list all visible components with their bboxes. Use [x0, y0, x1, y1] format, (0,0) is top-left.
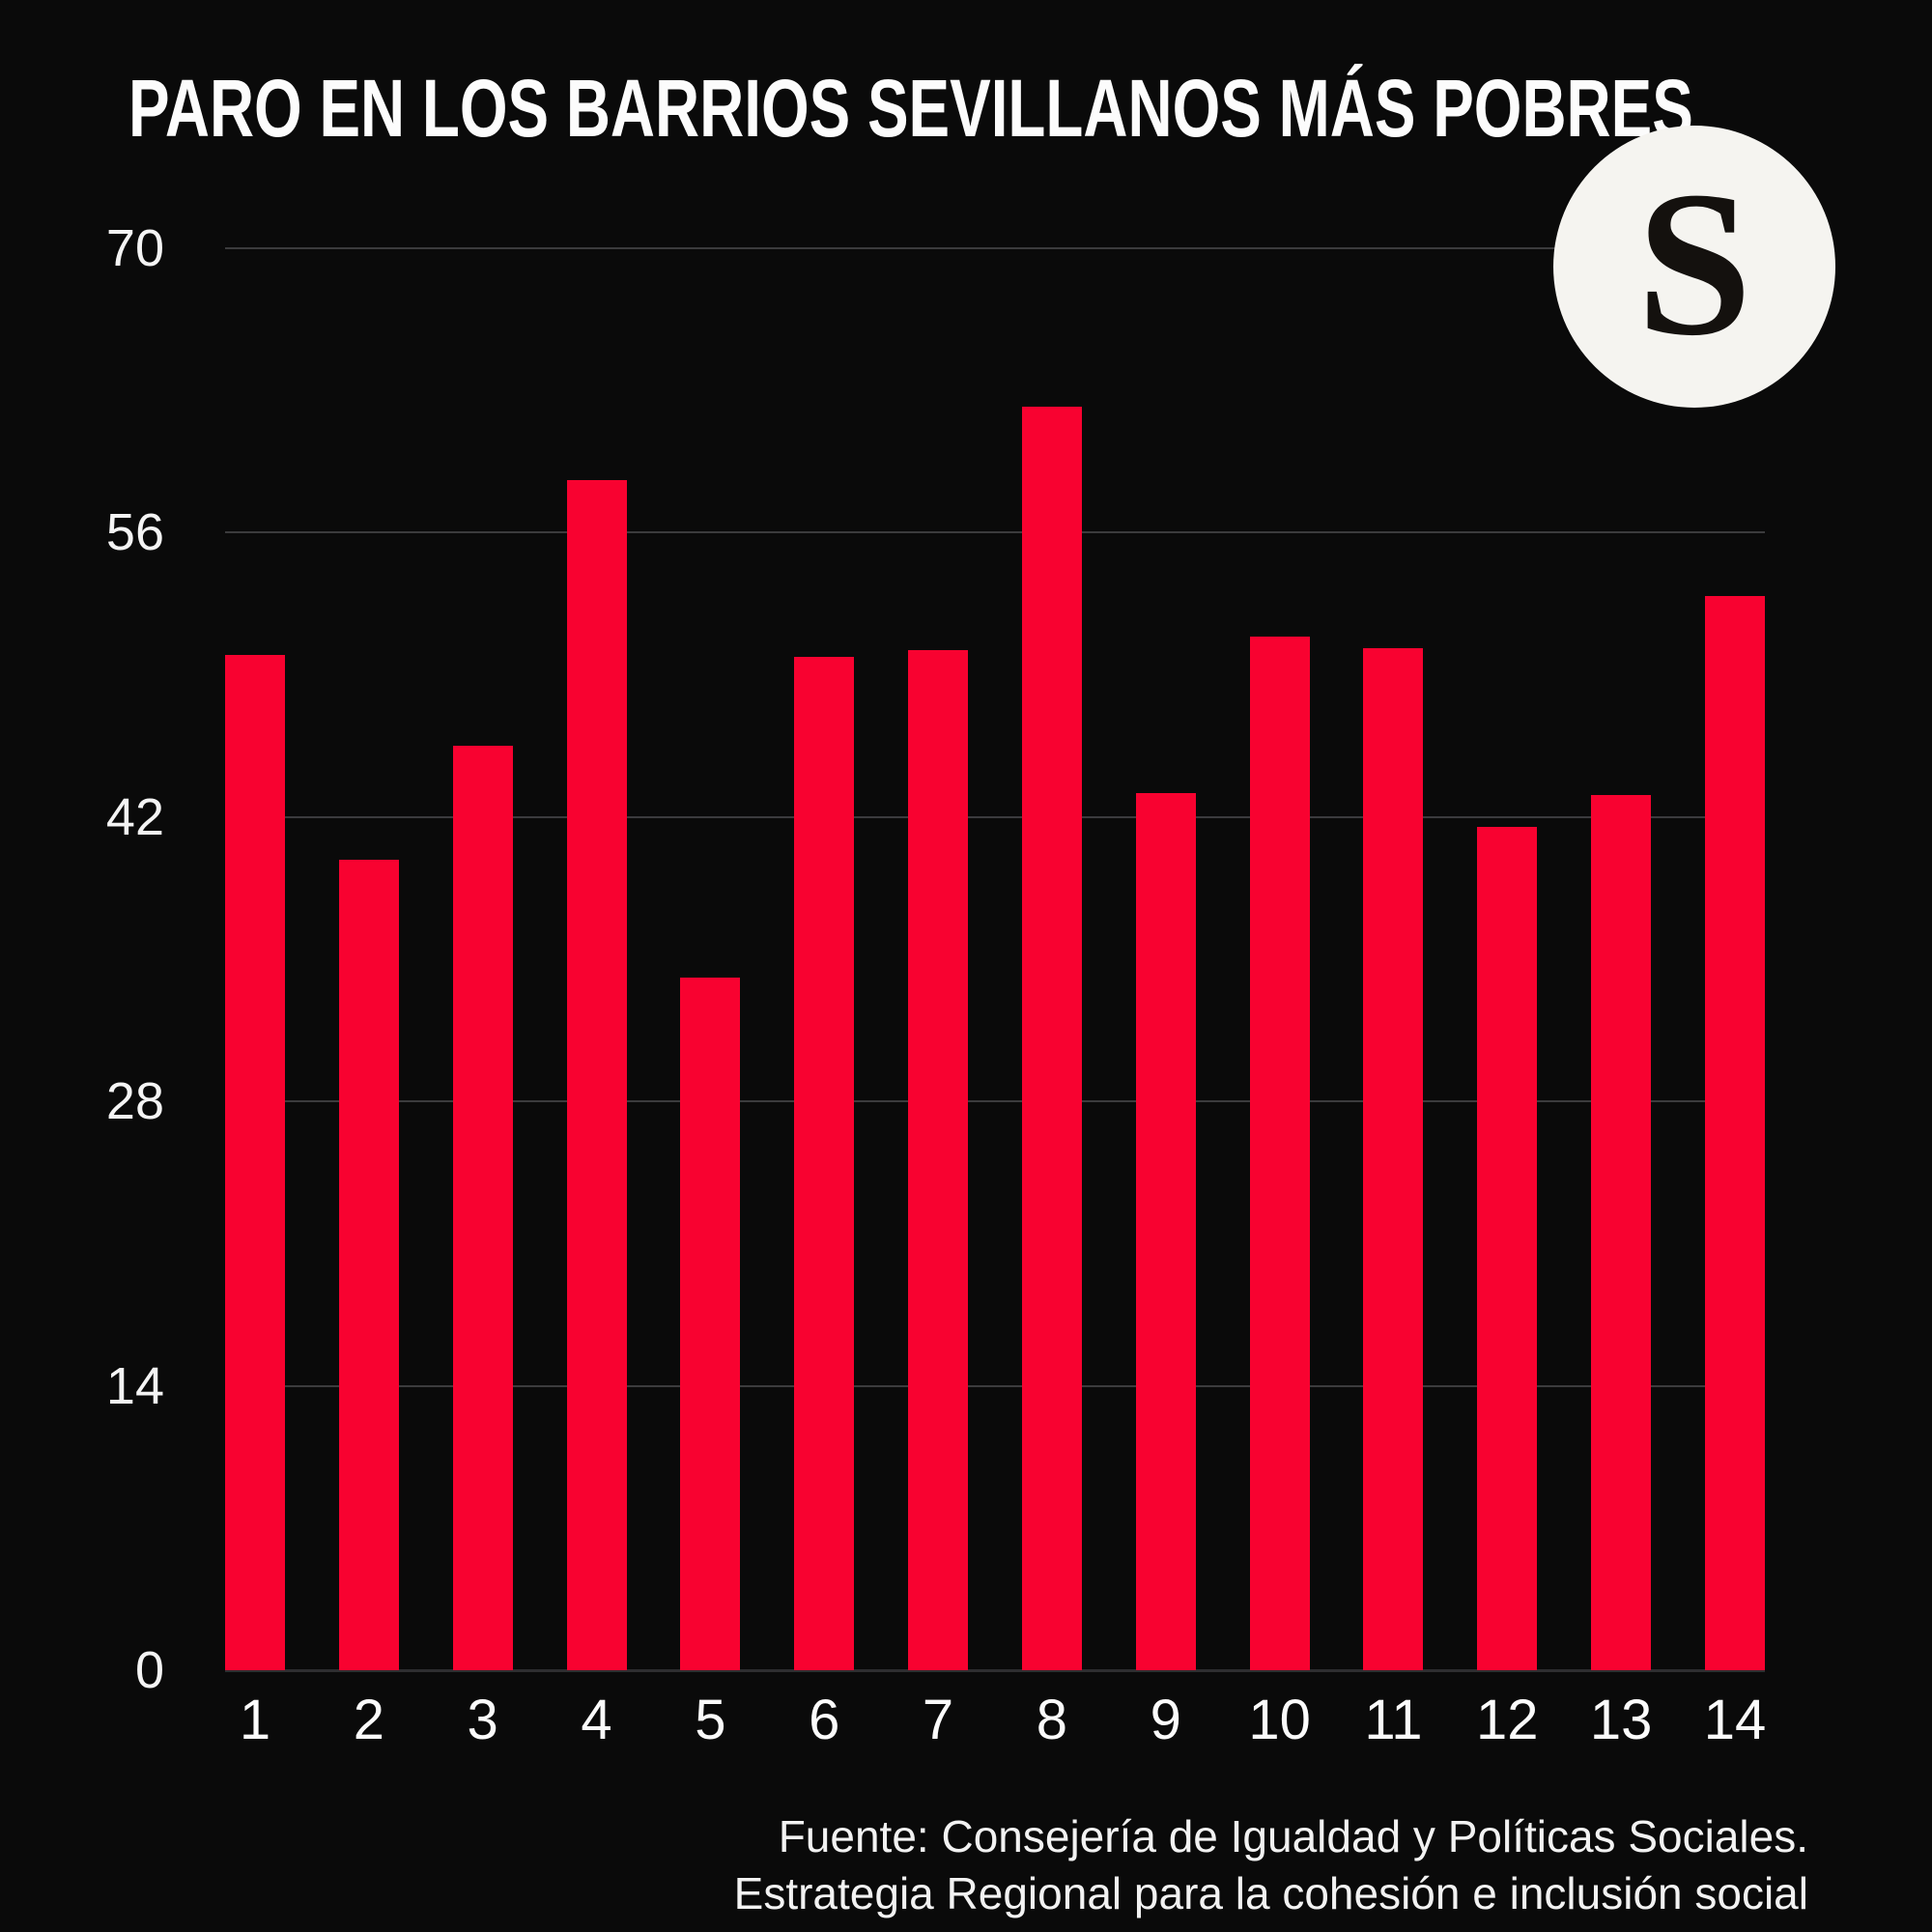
- x-axis-tick-label: 1: [239, 1689, 271, 1751]
- y-axis-tick-label: 28: [105, 1072, 164, 1131]
- bar-7: [908, 650, 969, 1670]
- y-axis-tick-label: 14: [105, 1356, 164, 1415]
- x-axis-tick-label: 4: [581, 1689, 612, 1751]
- x-axis-tick-label: 14: [1703, 1689, 1767, 1751]
- gridline-14: [225, 1384, 1765, 1387]
- x-axis-tick-label: 5: [695, 1689, 726, 1751]
- source-line-1: Fuente: Consejería de Igualdad y Polític…: [778, 1811, 1808, 1861]
- gridline-42: [225, 815, 1765, 818]
- x-axis-tick-label: 12: [1476, 1689, 1539, 1751]
- gridline-70: [225, 247, 1765, 249]
- bar-11: [1363, 648, 1424, 1670]
- x-axis-tick-label: 6: [809, 1689, 840, 1751]
- y-axis-tick-label: 0: [134, 1641, 164, 1699]
- bar-4: [566, 479, 627, 1670]
- bar-2: [338, 859, 399, 1670]
- x-axis-tick-label: 3: [467, 1689, 498, 1751]
- bar-8: [1021, 407, 1082, 1670]
- chart-title: PARO EN LOS BARRIOS SEVILLANOS MÁS POBRE…: [128, 63, 1693, 154]
- x-axis-tick-label: 2: [353, 1689, 384, 1751]
- brand-logo-letter: S: [1636, 147, 1752, 379]
- bar-10: [1249, 636, 1310, 1670]
- source-attribution: Fuente: Consejería de Igualdad y Polític…: [483, 1808, 1808, 1922]
- x-axis-tick-label: 13: [1589, 1689, 1653, 1751]
- bar-13: [1591, 794, 1652, 1670]
- gridline-28: [225, 1100, 1765, 1103]
- y-axis-tick-label: 42: [105, 787, 164, 846]
- bar-14: [1705, 595, 1765, 1670]
- bar-6: [794, 656, 855, 1670]
- bar-9: [1135, 792, 1196, 1670]
- source-line-2: Estrategia Regional para la cohesión e i…: [733, 1868, 1808, 1918]
- brand-logo: S: [1553, 126, 1835, 408]
- bar-1: [225, 654, 285, 1670]
- bar-5: [680, 977, 741, 1670]
- bar-3: [452, 746, 513, 1670]
- gridline-0: [225, 1669, 1765, 1672]
- x-axis-tick-label: 8: [1036, 1689, 1068, 1751]
- x-axis-tick-label: 11: [1364, 1689, 1423, 1751]
- x-axis-tick-label: 9: [1150, 1689, 1181, 1751]
- x-axis-tick-label: 7: [922, 1689, 954, 1751]
- x-axis-tick-label: 10: [1248, 1689, 1311, 1751]
- bar-12: [1477, 827, 1538, 1670]
- gridline-56: [225, 531, 1765, 534]
- y-axis-tick-label: 70: [105, 219, 164, 277]
- y-axis-tick-label: 56: [105, 503, 164, 562]
